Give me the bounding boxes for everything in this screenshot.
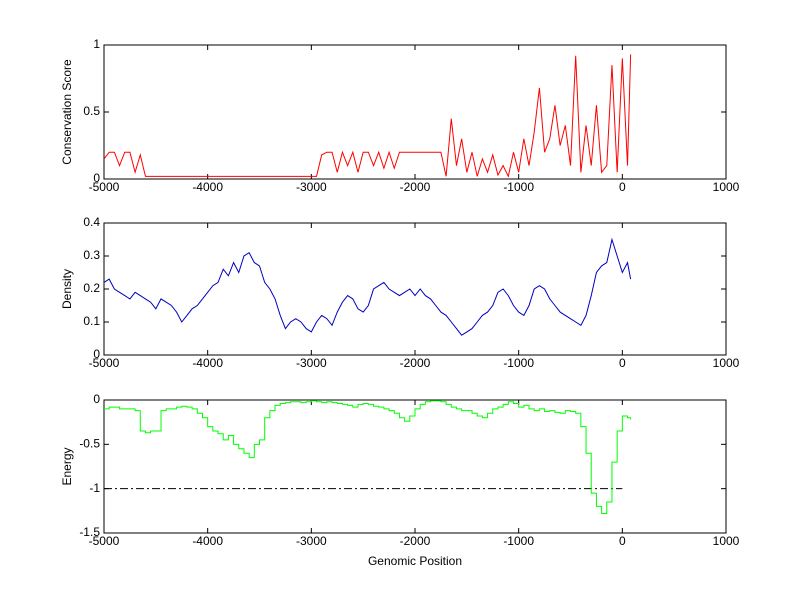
y-tick-label: 1 (93, 37, 100, 51)
x-tick-label: -3000 (296, 180, 327, 194)
x-tick-label: -2000 (400, 534, 431, 548)
x-tick-label: -5000 (89, 180, 120, 194)
y-tick-label: -1 (89, 481, 100, 495)
plot-frame (103, 222, 727, 356)
data-line (103, 54, 632, 178)
y-tick-label: -1.5 (79, 525, 100, 539)
y-tick-label: 0.2 (83, 281, 100, 295)
x-axis-label: Genomic Position (368, 554, 462, 568)
x-tick-label: -3000 (296, 534, 327, 548)
y-axis-label: Energy (60, 447, 74, 485)
plot-frame (103, 399, 727, 534)
data-line (103, 237, 632, 336)
y-tick-label: 0.4 (83, 215, 100, 229)
y-tick-label: 0.3 (83, 248, 100, 262)
x-tick-label: 0 (619, 356, 626, 370)
x-tick-label: 1000 (713, 534, 740, 548)
x-tick-label: -5000 (89, 534, 120, 548)
x-tick-label: -3000 (296, 356, 327, 370)
y-tick-label: -0.5 (79, 437, 100, 451)
x-tick-label: -1000 (503, 356, 534, 370)
x-tick-label: -1000 (503, 180, 534, 194)
x-tick-label: -4000 (192, 180, 223, 194)
y-tick-label: 0 (93, 392, 100, 406)
data-line (104, 400, 632, 514)
y-tick-label: 0.5 (83, 104, 100, 118)
y-tick-label: 0.1 (83, 314, 100, 328)
y-axis-label: Conservation Score (60, 59, 74, 165)
plot-frame (103, 44, 727, 180)
x-tick-label: 0 (619, 180, 626, 194)
x-tick-label: -5000 (89, 356, 120, 370)
y-tick-label: 0 (93, 347, 100, 361)
x-tick-label: -4000 (192, 534, 223, 548)
y-tick-label: 0 (93, 171, 100, 185)
x-tick-label: 1000 (713, 180, 740, 194)
x-tick-label: -4000 (192, 356, 223, 370)
y-axis-label: Density (60, 269, 74, 309)
x-tick-label: -2000 (400, 180, 431, 194)
x-tick-label: -2000 (400, 356, 431, 370)
x-tick-label: 0 (619, 534, 626, 548)
x-tick-label: -1000 (503, 534, 534, 548)
x-tick-label: 1000 (713, 356, 740, 370)
